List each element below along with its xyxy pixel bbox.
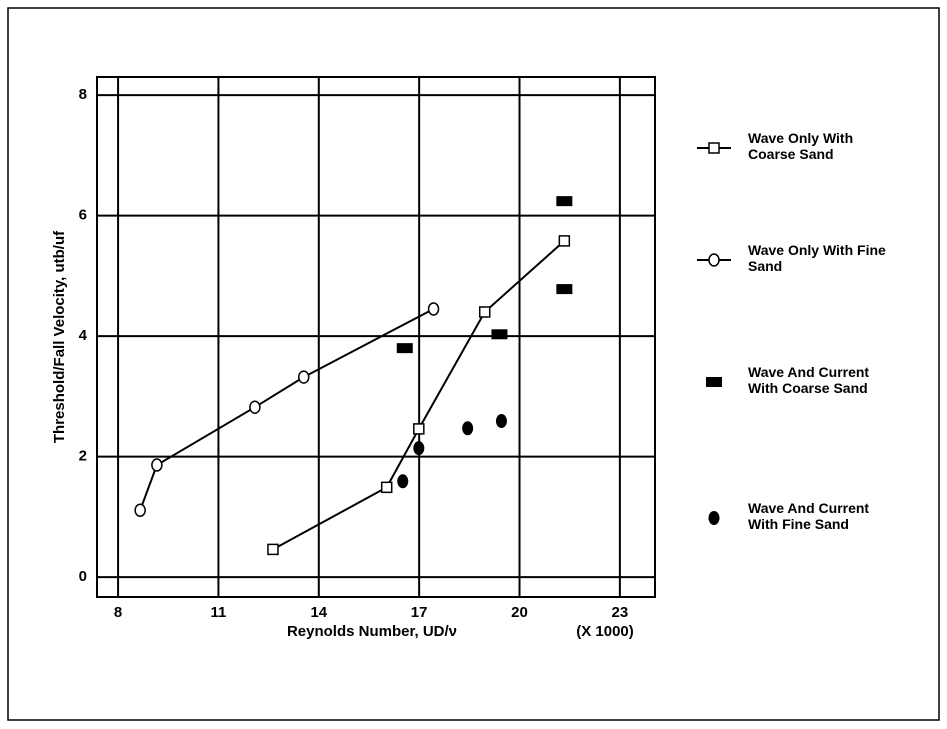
legend-entry: Wave Only With Fine Sand [748, 242, 886, 274]
legend-marker [706, 377, 722, 387]
marker [491, 329, 508, 340]
marker [558, 235, 571, 247]
legend-entry: Wave And Current With Coarse Sand [748, 364, 870, 396]
marker [556, 196, 573, 207]
y-tick-label: 8 [79, 86, 87, 103]
y-tick-label: 2 [79, 448, 87, 465]
y-axis-label: Threshold/Fall Velocity, utb/uf [51, 230, 68, 443]
marker [396, 343, 413, 354]
marker [556, 284, 573, 295]
y-tick-label: 0 [79, 568, 87, 585]
x-tick-label: 23 [612, 604, 629, 621]
x-tick-label: 14 [310, 604, 327, 621]
marker [249, 400, 261, 414]
marker [462, 421, 474, 436]
legend-marker [708, 142, 720, 154]
x-tick-label: 20 [511, 604, 528, 621]
annotation: (X 1000) [576, 623, 634, 640]
legend-entry: Wave And Current With Fine Sand [748, 500, 870, 532]
marker [397, 474, 409, 489]
legend-marker [708, 511, 720, 525]
x-axis-label: Reynolds Number, UD/ν [287, 623, 457, 640]
marker [413, 423, 425, 435]
marker [380, 481, 393, 494]
marker [297, 370, 310, 384]
y-tick-label: 4 [79, 327, 88, 344]
marker [478, 306, 491, 318]
marker [267, 543, 279, 556]
marker [151, 458, 163, 472]
legend-entry: Wave Only With Coarse Sand [748, 130, 854, 162]
marker [495, 414, 507, 429]
x-tick-label: 8 [114, 604, 122, 621]
x-tick-label: 11 [211, 604, 227, 621]
outer-frame [7, 7, 940, 721]
x-tick-label: 17 [411, 604, 428, 621]
legend-marker [708, 253, 720, 267]
series-line [139, 308, 435, 511]
y-tick-label: 6 [79, 207, 87, 224]
marker [413, 441, 425, 456]
marker [134, 503, 146, 517]
marker [427, 302, 440, 316]
